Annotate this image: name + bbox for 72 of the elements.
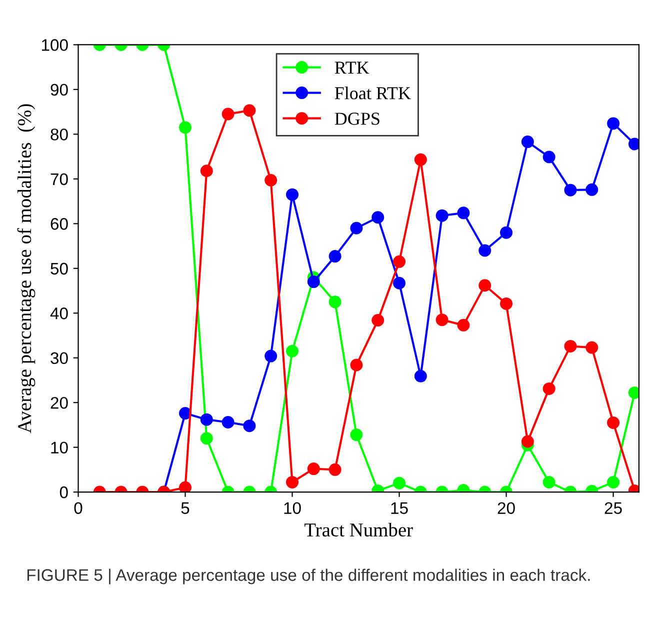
point [243,104,256,117]
point [436,209,448,222]
x-axis-title: Tract Number [304,522,413,537]
point [478,244,492,257]
point [500,297,513,310]
point [457,206,470,220]
point [500,226,513,239]
point [607,476,620,488]
point [393,476,406,490]
point [542,150,556,164]
point [264,350,278,362]
point [393,255,406,268]
point [350,428,363,442]
point [478,279,492,292]
point [393,276,406,290]
x-tick-label: 0 [74,502,82,514]
point [328,463,342,476]
point [328,250,342,263]
y-tick-label: 80 [50,128,68,140]
point [607,416,620,429]
point [457,318,470,332]
y-tick-label: 40 [50,308,68,320]
point [521,435,534,448]
y-tick-label: 90 [50,84,68,96]
x-tick-label: 5 [181,502,190,514]
y-tick-label: 60 [50,218,68,230]
point [436,314,448,326]
point [200,432,213,445]
point [372,314,384,327]
point [414,153,427,166]
y-tick-label: 0 [60,486,68,498]
point [521,136,534,148]
point [307,462,320,476]
x-tick-label: 25 [604,502,622,514]
x-tick-label: 20 [498,502,515,514]
point [243,420,256,432]
point [586,341,598,354]
point [200,164,213,178]
caption: FIGURE 5 | Average percentage use of the different modalities in each track. [27,568,590,584]
point [286,476,299,488]
legend-label: DGPS [334,112,380,125]
point [414,370,427,382]
point [307,276,320,288]
y-tick-label: 20 [50,396,68,409]
point [350,358,363,372]
point [286,344,299,358]
x-tick-label: 10 [284,502,301,514]
y-axis-title: Average percentage use of modalities (%) [17,104,36,434]
point [372,211,384,224]
point [564,184,577,196]
point [222,108,234,120]
point [178,481,192,492]
point [328,296,342,308]
point [607,117,620,130]
y-tick-label: 10 [51,442,68,454]
point [542,476,556,488]
y-tick-label: 30 [50,352,68,364]
point [222,416,234,428]
point [286,188,299,201]
point [564,340,577,352]
x-tick-label: 15 [391,502,408,514]
y-tick-label: 100 [42,39,68,51]
y-tick-label: 50 [50,262,68,275]
y-tick-label: 70 [50,173,68,186]
point [178,121,192,134]
legend-label: Float RTK [334,86,411,100]
point [586,183,598,196]
legend-label: RTK [334,62,370,74]
point [200,413,213,426]
point [350,222,363,234]
point [542,382,556,395]
point [264,174,278,187]
